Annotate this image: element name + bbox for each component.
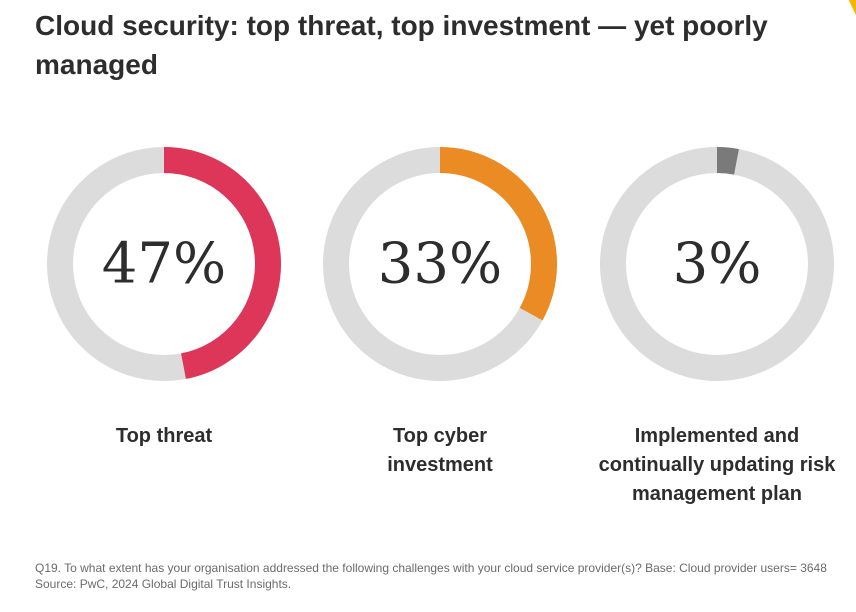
donut-value-top-threat: 47%	[102, 232, 226, 297]
footnote-question: Q19. To what extent has your organisatio…	[35, 561, 827, 575]
donut-card-risk-management-plan: 3% Implemented and continually updating …	[592, 146, 842, 509]
donut-label-top-cyber-investment: Top cyber investment	[387, 425, 493, 476]
donut-arc-risk-management-plan	[716, 147, 739, 175]
footnote: Q19. To what extent has your organisatio…	[35, 560, 835, 592]
donut-label-risk-management-plan: Implemented and continually updating ris…	[598, 425, 836, 505]
donut-card-top-threat: 47% Top threat	[39, 146, 289, 451]
donut-chart-top-cyber-investment: 33%	[323, 147, 557, 381]
donut-card-top-cyber-investment: 33% Top cyber investment	[315, 146, 565, 480]
donut-chart-risk-management-plan: 3%	[600, 147, 834, 381]
donut-label-top-threat: Top threat	[115, 425, 213, 447]
donut-chart-top-threat: 47%	[47, 147, 281, 381]
footnote-source: Source: PwC, 2024 Global Digital Trust I…	[35, 577, 292, 591]
donut-value-risk-management-plan: 3%	[673, 232, 762, 297]
donut-value-top-cyber-investment: 33%	[378, 232, 502, 297]
corner-accent-shape	[842, 0, 856, 32]
page-title: Cloud security: top threat, top investme…	[35, 10, 768, 80]
donut-arc-top-cyber-investment	[439, 147, 557, 321]
donut-arc-top-threat	[163, 147, 281, 379]
